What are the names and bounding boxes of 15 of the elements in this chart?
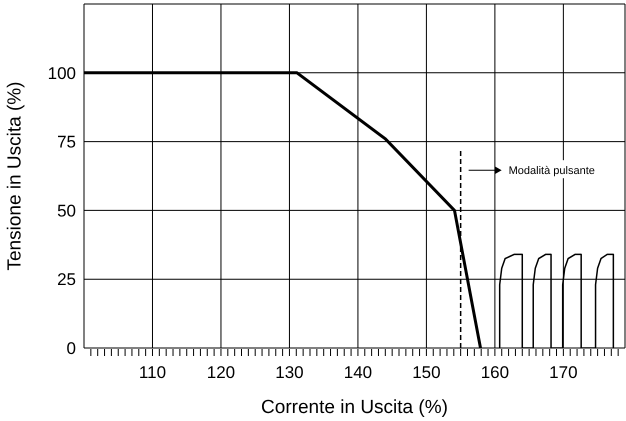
x-tick-label: 130 xyxy=(275,363,304,382)
y-tick-label: 0 xyxy=(66,339,76,358)
x-axis-title: Corrente in Uscita (%) xyxy=(261,397,448,418)
ref-line-label: Modalità pulsante xyxy=(508,165,595,178)
y-tick-label: 50 xyxy=(57,201,76,220)
x-tick-label: 150 xyxy=(412,363,441,382)
x-tick-label: 170 xyxy=(549,363,578,382)
y-tick-label: 75 xyxy=(57,132,76,152)
x-tick-label: 120 xyxy=(206,363,236,382)
y-axis-title: Tensione in Uscita (%) xyxy=(4,81,26,271)
y-tick-label: 100 xyxy=(48,64,76,83)
y-tick-label: 25 xyxy=(57,270,76,290)
x-tick-label: 110 xyxy=(138,363,166,382)
x-tick-label: 140 xyxy=(344,363,372,382)
x-tick-label: 160 xyxy=(480,363,510,382)
